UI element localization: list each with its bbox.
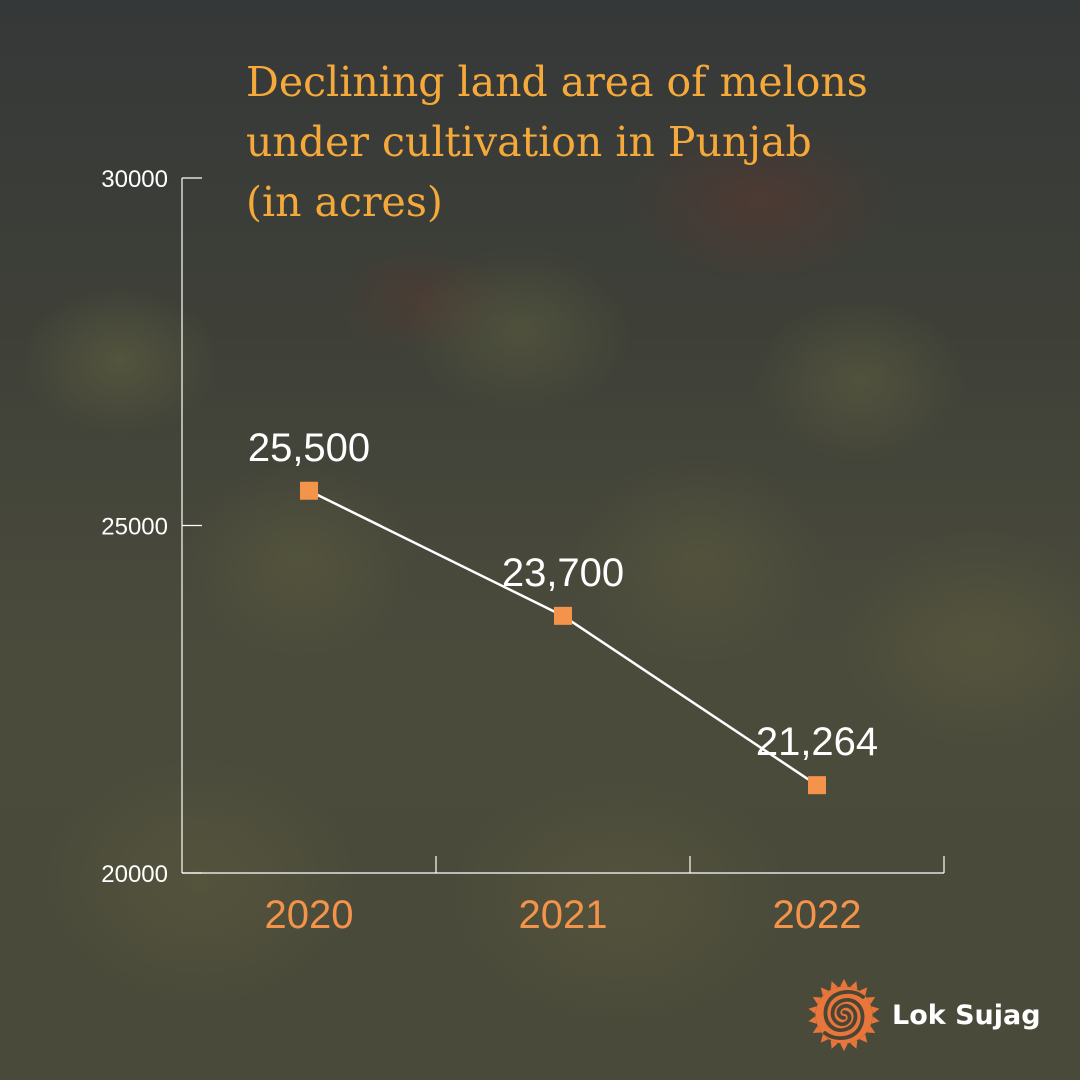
y-tick-label: 30000	[101, 166, 168, 193]
series-line	[308, 489, 818, 787]
data-label: 23,700	[502, 551, 624, 595]
data-label: 25,500	[248, 426, 370, 470]
data-point-marker	[808, 776, 826, 795]
x-category-label: 2021	[519, 893, 608, 937]
title-line-2: under cultivation in Punjab	[246, 118, 812, 166]
data-point-marker	[300, 481, 318, 500]
title-line-1: Declining land area of melons	[246, 58, 868, 106]
brand-name: Lok Sujag	[892, 999, 1041, 1031]
spiral-sun-logo-icon	[808, 978, 880, 1052]
y-tick-label: 25000	[101, 514, 168, 541]
data-label: 21,264	[756, 720, 878, 764]
x-category-label: 2020	[265, 893, 354, 937]
x-category-label: 2022	[773, 893, 862, 937]
data-point-marker	[554, 606, 572, 625]
y-tick-label: 20000	[101, 861, 168, 888]
chart-title: Declining land area of melons under cult…	[246, 52, 966, 232]
brand-logo: Lok Sujag	[806, 975, 1041, 1055]
title-line-3: (in acres)	[246, 178, 443, 226]
